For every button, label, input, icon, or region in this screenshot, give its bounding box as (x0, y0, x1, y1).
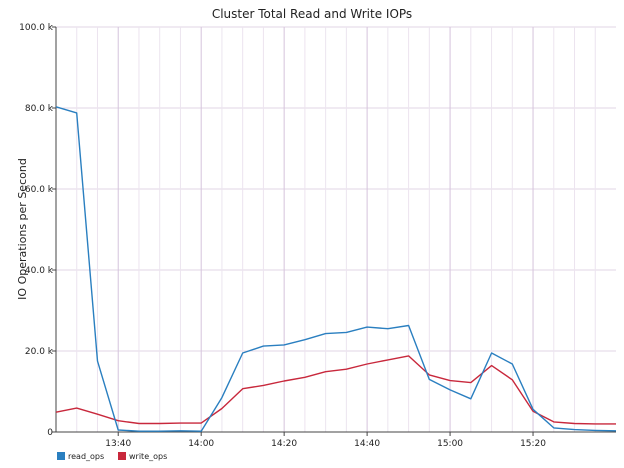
y-tick-label: 60.0 k (25, 185, 54, 195)
x-tick-label: 14:00 (188, 439, 214, 449)
y-tick-label: 80.0 k (25, 104, 54, 114)
x-tick-label: 14:20 (271, 439, 297, 449)
gridlines (56, 26, 616, 433)
legend: read_ops write_ops (57, 452, 167, 461)
series-lines (55, 106, 617, 432)
x-tick-label: 15:00 (437, 439, 463, 449)
x-tick-label: 13:40 (105, 439, 131, 449)
y-tick-labels: 0 20.0 k 40.0 k 60.0 k 80.0 k 100.0 k (19, 23, 54, 438)
series-line-write-ops (55, 355, 616, 425)
axes (52, 26, 616, 436)
legend-swatch-write-ops (118, 452, 126, 460)
y-tick-label: 100.0 k (19, 23, 54, 33)
legend-label-write-ops: write_ops (129, 452, 167, 461)
chart-title: Cluster Total Read and Write IOPs (212, 7, 412, 21)
legend-label-read-ops: read_ops (68, 452, 104, 461)
x-tick-labels: 13:40 14:00 14:20 14:40 15:00 15:20 (105, 439, 546, 449)
y-tick-label: 0 (47, 428, 53, 438)
y-tick-label: 20.0 k (25, 347, 54, 357)
y-tick-label: 40.0 k (25, 266, 54, 276)
y-axis-label: IO Operations per Second (16, 158, 29, 300)
x-tick-label: 15:20 (520, 439, 546, 449)
series-line-read-ops (55, 106, 617, 432)
x-tick-label: 14:40 (354, 439, 380, 449)
legend-swatch-read-ops (57, 452, 65, 460)
